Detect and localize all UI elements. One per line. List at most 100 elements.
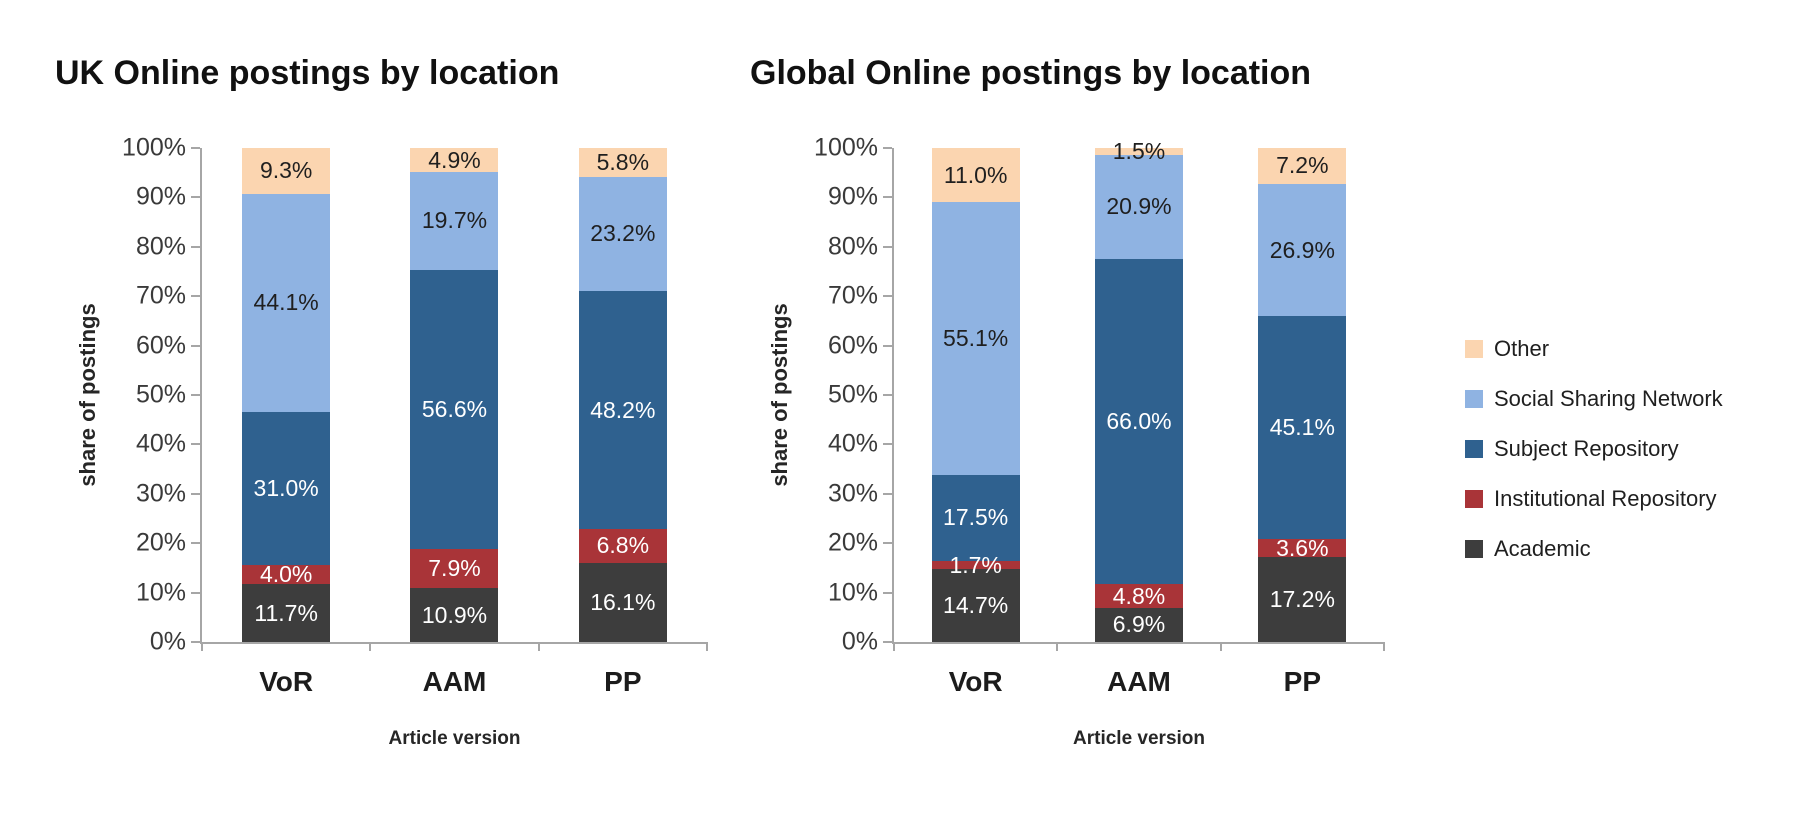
bar-segment: 3.6% xyxy=(1258,535,1347,561)
bar-segment-label: 5.8% xyxy=(596,148,650,175)
x-category-label: VoR xyxy=(948,666,1003,697)
y-tick-label: 100% xyxy=(122,133,186,162)
bar-segment-label: 1.5% xyxy=(1112,138,1166,165)
y-tick xyxy=(883,492,892,495)
bar-segment: 4.0% xyxy=(242,561,331,587)
bar-segment: 10.9% xyxy=(410,588,499,642)
y-tick xyxy=(191,344,200,347)
bar-segment: 19.7% xyxy=(410,172,499,270)
bar-segment-label: 20.9% xyxy=(1106,193,1172,220)
y-tick-label: 50% xyxy=(135,380,186,409)
y-tick-label: 10% xyxy=(827,578,878,607)
uk-y-axis-title: share of postings xyxy=(75,303,100,487)
y-tick-label: 80% xyxy=(827,232,878,261)
x-category-label: AAM xyxy=(422,666,487,697)
legend-label: Other xyxy=(1494,336,1550,361)
bar-segment-label: 17.2% xyxy=(1269,586,1335,613)
bar-segment-label: 6.8% xyxy=(596,532,650,559)
bar-column: 11.7% 4.0% 31.0% 44.1% 9.3% xyxy=(202,148,370,642)
stacked-bar: 14.7% 1.7% 17.5% 55.1% 11.0% xyxy=(931,148,1020,642)
y-tick-label: 90% xyxy=(135,182,186,211)
global-x-axis-title: Article version xyxy=(1073,728,1205,749)
y-tick xyxy=(883,245,892,248)
x-tick xyxy=(201,642,203,651)
y-tick-label: 10% xyxy=(135,578,186,607)
bar-segment-label: 1.7% xyxy=(949,551,1002,578)
bar-segment: 1.7% xyxy=(931,552,1020,578)
bar-column: 17.2% 3.6% 45.1% 26.9% 7.2% xyxy=(1221,148,1384,642)
bar-segment: 17.2% xyxy=(1258,557,1347,642)
legend-label: Academic xyxy=(1494,536,1591,561)
bar-segment-label: 11.0% xyxy=(943,161,1008,188)
bar-segment-label: 31.0% xyxy=(253,474,319,501)
legend-label: Institutional Repository xyxy=(1494,486,1717,511)
bar-segment: 11.0% xyxy=(931,148,1020,203)
bar-segment: 5.8% xyxy=(578,148,667,177)
legend-swatch xyxy=(1465,390,1483,408)
x-category-labels: VoR AAM PP xyxy=(894,666,1384,698)
global-plot-area: share of postings Article version 100% 90… xyxy=(767,134,1385,749)
y-tick xyxy=(191,591,200,594)
bar-segment-label: 4.0% xyxy=(259,560,313,587)
global-chart-title: Global Online postings by location xyxy=(750,54,1312,92)
bar-column: 16.1% 6.8% 48.2% 23.2% 5.8% xyxy=(539,148,707,642)
legend-label: Social Sharing Network xyxy=(1494,386,1723,411)
y-tick xyxy=(191,443,200,446)
x-category-label: PP xyxy=(604,666,642,697)
bar-segment: 55.1% xyxy=(931,202,1020,475)
bar-segment: 17.5% xyxy=(931,474,1020,561)
x-tick xyxy=(369,642,372,651)
bar-segment: 11.7% xyxy=(242,584,331,642)
bar-segment-label: 11.7% xyxy=(254,599,318,626)
y-tick xyxy=(191,196,200,199)
legend-swatch xyxy=(1465,490,1483,508)
y-tick xyxy=(883,641,892,643)
bar-column: 6.9% 4.8% 66.0% 20.9% 1.5% xyxy=(1057,138,1220,642)
legend-swatch xyxy=(1465,440,1483,458)
bar-segment-label: 17.5% xyxy=(943,504,1009,531)
y-tick-label: 70% xyxy=(827,281,878,310)
y-tick-label: 40% xyxy=(827,429,878,458)
y-tick xyxy=(883,147,892,149)
bar-segment-label: 7.2% xyxy=(1276,152,1329,179)
bar-segment: 26.9% xyxy=(1258,183,1347,317)
stacked-bar: 16.1% 6.8% 48.2% 23.2% 5.8% xyxy=(578,148,667,642)
bar-segment-label: 4.9% xyxy=(428,146,481,173)
y-tick-label: 90% xyxy=(827,182,878,211)
x-tick xyxy=(1056,642,1059,651)
y-tick xyxy=(191,492,200,495)
y-tick xyxy=(883,591,892,594)
x-tick xyxy=(1383,642,1385,651)
x-tick xyxy=(706,642,708,651)
bar-segment-label: 16.1% xyxy=(590,588,656,615)
bar-segment-label: 6.9% xyxy=(1112,611,1166,638)
x-tick xyxy=(537,642,540,651)
y-tick-label: 60% xyxy=(135,331,186,360)
bar-segment-label: 19.7% xyxy=(421,207,488,234)
bar-segment: 16.1% xyxy=(578,562,667,642)
y-tick xyxy=(883,394,892,396)
y-tick xyxy=(883,196,892,199)
bar-column: 10.9% 7.9% 56.6% 19.7% 4.9% xyxy=(370,146,538,642)
bar-segment-label: 10.9% xyxy=(421,601,488,628)
legend-swatch xyxy=(1465,340,1483,358)
bar-segment: 20.9% xyxy=(1094,155,1183,259)
y-tick-label: 50% xyxy=(827,380,878,409)
bar-segment-label: 23.2% xyxy=(590,220,656,247)
legend-label: Subject Repository xyxy=(1494,436,1679,461)
bars-area: 14.7% 1.7% 17.5% 55.1% 11.0% 6.9% 4.8% 66.0% 20.… xyxy=(894,138,1384,642)
x-tick xyxy=(893,642,895,651)
bar-segment-label: 9.3% xyxy=(259,157,313,184)
y-tick-label: 40% xyxy=(135,429,186,458)
x-category-label: PP xyxy=(1283,666,1321,697)
bar-segment-label: 56.6% xyxy=(421,395,488,422)
bar-segment: 14.7% xyxy=(931,569,1020,642)
y-tick-label: 30% xyxy=(827,479,878,508)
legend-item: Subject Repository xyxy=(1465,436,1723,462)
y-tick xyxy=(883,542,892,545)
bar-segment: 6.8% xyxy=(578,529,667,563)
y-tick xyxy=(191,542,200,545)
bar-segment-label: 45.1% xyxy=(1269,414,1335,441)
legend-item: Institutional Repository xyxy=(1465,486,1723,512)
